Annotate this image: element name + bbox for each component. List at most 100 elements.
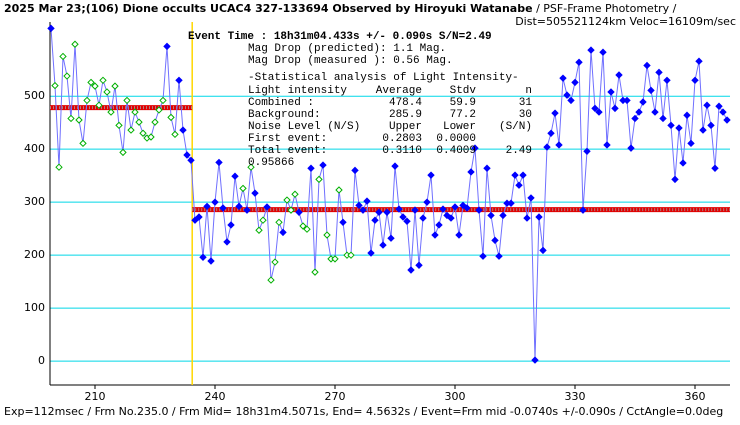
data-point — [599, 48, 607, 56]
data-point — [59, 52, 67, 61]
data-point — [115, 121, 123, 130]
data-point — [383, 208, 391, 216]
stats-label: Noise Level (N/S) — [248, 121, 360, 133]
data-point — [391, 162, 399, 170]
data-point — [723, 116, 731, 124]
data-point — [127, 126, 135, 134]
chart-title: 2025 Mar 23;(106) Dione occults UCAC4 32… — [4, 2, 677, 15]
data-point — [271, 258, 279, 266]
data-point — [491, 236, 499, 245]
data-point — [715, 102, 723, 110]
data-point — [151, 118, 159, 126]
data-point — [219, 204, 227, 212]
data-point — [387, 234, 395, 242]
stats-cell: (S/N) — [499, 121, 532, 133]
stats-label: Combined : — [248, 97, 314, 109]
data-point — [363, 197, 371, 205]
data-point — [643, 61, 651, 70]
data-point — [467, 168, 475, 176]
mag-drop-measured: Mag Drop (measured ): 0.56 Mag. — [248, 55, 453, 67]
data-point — [171, 130, 179, 139]
data-point — [167, 113, 175, 122]
data-point — [119, 148, 127, 157]
data-point — [111, 82, 119, 90]
data-point — [339, 218, 347, 227]
data-point — [259, 216, 267, 224]
data-point — [187, 156, 195, 165]
data-point — [347, 251, 355, 259]
data-point — [719, 108, 727, 116]
data-point — [631, 114, 639, 123]
data-point — [655, 68, 663, 77]
data-point — [319, 161, 327, 169]
data-point — [191, 216, 199, 224]
data-point — [147, 133, 155, 141]
data-point — [51, 81, 59, 90]
data-point — [439, 205, 447, 213]
data-point — [411, 206, 419, 214]
data-point — [71, 40, 79, 48]
data-point — [135, 118, 143, 126]
data-point — [595, 108, 603, 116]
data-point — [543, 143, 551, 151]
stats-label: Light intensity — [248, 85, 347, 97]
data-point — [459, 201, 467, 210]
data-point — [527, 194, 535, 202]
data-point — [651, 108, 659, 116]
data-point — [299, 222, 307, 230]
data-point — [403, 217, 411, 225]
data-point — [359, 206, 367, 214]
data-point — [591, 104, 599, 113]
data-point — [523, 214, 531, 222]
data-point — [423, 198, 431, 206]
plot-area — [50, 22, 730, 385]
data-point — [91, 82, 99, 90]
data-point — [139, 129, 147, 137]
stats-cell: 77.2 — [450, 109, 476, 121]
data-point — [199, 253, 207, 261]
data-point — [183, 151, 191, 159]
x-tick-label: 330 — [565, 390, 586, 403]
y-tick-label: 200 — [24, 248, 45, 261]
data-point — [551, 109, 559, 117]
data-point — [675, 124, 683, 132]
data-point — [407, 266, 415, 274]
data-point — [663, 76, 671, 84]
data-point — [247, 163, 255, 171]
y-tick-label: 500 — [24, 89, 45, 102]
info-block: Event Time : 18h31m04.433s +/- 0.090s S/… — [188, 31, 532, 169]
data-point — [687, 139, 695, 148]
data-point — [303, 225, 311, 233]
data-point — [239, 184, 247, 193]
stats-cell: 478.4 — [389, 97, 422, 109]
data-point — [371, 216, 379, 224]
data-point — [311, 268, 319, 276]
data-point — [215, 158, 223, 167]
data-point — [575, 58, 583, 66]
data-point — [331, 255, 339, 263]
data-point — [683, 111, 691, 119]
data-point — [695, 57, 703, 65]
data-point — [255, 226, 263, 234]
stats-cell: 285.9 — [389, 109, 422, 121]
data-point — [579, 206, 587, 214]
data-point — [567, 96, 575, 105]
data-point — [507, 199, 515, 207]
y-tick-label: 0 — [38, 354, 45, 367]
data-point — [623, 96, 631, 105]
data-point — [511, 171, 519, 179]
data-point — [531, 356, 539, 364]
data-point — [175, 76, 183, 84]
stats-cell: 2.49 — [506, 145, 532, 157]
data-point — [243, 206, 251, 214]
data-point — [99, 76, 107, 84]
x-tick-label: 240 — [205, 390, 226, 403]
data-point — [203, 202, 211, 211]
data-point — [307, 164, 315, 172]
data-point — [75, 116, 83, 124]
data-point — [47, 24, 55, 33]
stats-cell: n — [525, 85, 532, 97]
data-point — [375, 208, 383, 216]
extra-value: 0.95866 — [248, 157, 294, 169]
data-point — [367, 249, 375, 257]
